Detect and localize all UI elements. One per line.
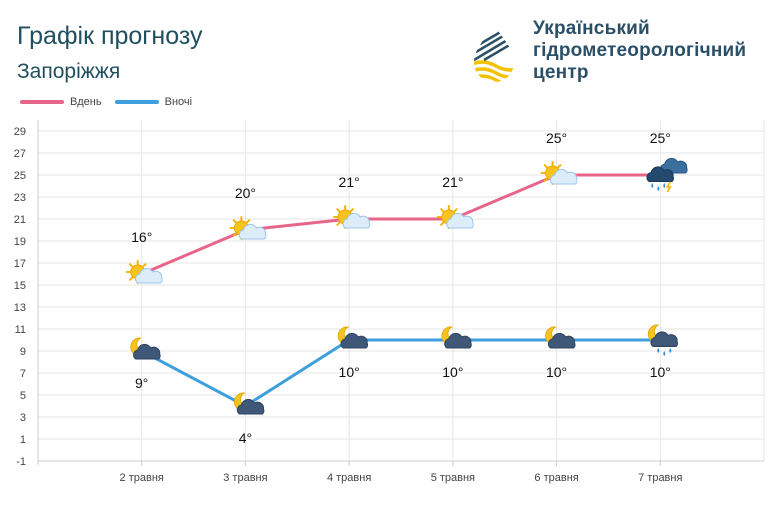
y-tick-label: 21	[14, 214, 26, 226]
y-tick-label: 3	[20, 412, 26, 424]
chart-title: Графік прогнозу	[17, 22, 203, 50]
rain-drop	[663, 183, 666, 188]
sun-ray	[557, 164, 562, 169]
cloud-shape	[446, 212, 474, 229]
data-label: 16°	[131, 229, 152, 245]
rain-drop	[663, 351, 666, 356]
cloud-shape	[238, 223, 267, 240]
sun-ray	[349, 208, 354, 213]
org-line-1: Український	[533, 18, 650, 39]
sun-ray	[336, 208, 341, 213]
y-tick-label: 1	[20, 434, 26, 446]
x-tick-label: 7 травня	[638, 472, 682, 484]
data-label: 25°	[546, 130, 567, 146]
sun-cloud-icon	[436, 205, 474, 229]
cloud-shape	[646, 166, 675, 182]
data-label: 10°	[546, 364, 567, 380]
y-tick-label: -1	[16, 456, 26, 468]
moon-cloud-icon	[545, 326, 576, 349]
y-tick-label: 13	[14, 302, 26, 314]
cloud-shape	[135, 267, 163, 284]
x-tick-label: 3 травня	[223, 472, 267, 484]
hydromet-logo	[474, 28, 514, 82]
rain-drop	[669, 348, 672, 353]
cloud-shape	[342, 212, 371, 229]
data-label: 21°	[339, 174, 360, 190]
y-tick-label: 27	[14, 148, 26, 160]
moon-cloud-icon	[130, 337, 161, 360]
sun-cloud-icon	[125, 260, 163, 284]
y-tick-label: 5	[20, 390, 26, 402]
sun-ray	[336, 221, 341, 226]
y-tick-label: 9	[20, 346, 26, 358]
cloud-shape	[133, 343, 161, 360]
x-tick-label: 2 травня	[120, 472, 164, 484]
rain-drop	[657, 348, 660, 353]
data-label: 21°	[442, 174, 463, 190]
moon-cloud-icon	[234, 392, 265, 415]
org-line-3: центр	[533, 62, 589, 83]
sun-ray	[142, 263, 147, 268]
legend-swatch-night	[114, 100, 159, 104]
data-label: 10°	[650, 364, 671, 380]
cloud-shape	[340, 332, 369, 349]
legend-swatch-day	[20, 100, 64, 104]
sun-ray	[128, 263, 134, 268]
sun-ray	[440, 208, 445, 213]
sun-ray	[128, 276, 134, 281]
sun-cloud-icon	[229, 216, 267, 240]
x-tick-label: 6 травня	[534, 472, 578, 484]
data-label: 10°	[339, 364, 360, 380]
data-label: 9°	[135, 375, 148, 391]
organization-name: Український гідрометеорологічний центр	[533, 18, 778, 84]
org-line-2: гідрометеорологічний	[533, 40, 747, 61]
rain-drop	[651, 183, 654, 188]
y-tick-label: 15	[14, 280, 26, 292]
moon-cloud-icon	[441, 326, 472, 349]
rain-drop	[657, 186, 660, 191]
legend-item-night[interactable]: Вночі	[114, 96, 193, 108]
y-tick-label: 25	[14, 170, 26, 182]
legend-label-day: Вдень	[70, 96, 102, 108]
lightning-bolt	[665, 181, 672, 193]
data-label: 25°	[650, 130, 671, 146]
sun-ray	[543, 177, 548, 182]
moon-cloud-rain-icon	[647, 324, 679, 356]
data-label: 10°	[442, 364, 463, 380]
legend-label-night: Вночі	[164, 96, 193, 108]
sun-cloud-icon	[540, 161, 578, 185]
moon-cloud-icon	[337, 326, 369, 349]
sun-cloud-icon	[333, 205, 371, 229]
cloud-shape	[549, 168, 578, 185]
y-tick-label: 17	[14, 258, 26, 270]
sun-ray	[232, 219, 237, 224]
thunderstorm-rain-icon	[646, 157, 688, 193]
cloud-shape	[650, 331, 679, 347]
sun-ray	[232, 232, 237, 237]
sun-ray	[543, 164, 548, 169]
series-line-day	[141, 173, 661, 276]
city-name: Запоріжжя	[17, 60, 121, 83]
y-tick-label: 19	[14, 236, 26, 248]
cloud-shape	[444, 332, 472, 349]
sun-ray	[440, 221, 445, 226]
sun-ray	[453, 208, 458, 213]
y-tick-label: 29	[14, 126, 26, 138]
data-label: 20°	[235, 185, 256, 201]
x-tick-label: 4 травня	[327, 472, 371, 484]
data-label: 4°	[239, 430, 252, 446]
sun-ray	[246, 219, 251, 224]
y-tick-label: 11	[15, 324, 26, 336]
chart-legend: Вдень Вночі	[20, 95, 202, 108]
y-tick-label: 23	[14, 192, 26, 204]
cloud-shape	[547, 332, 576, 349]
legend-item-day[interactable]: Вдень	[20, 96, 102, 108]
cloud-shape	[236, 398, 265, 415]
x-tick-label: 5 травня	[431, 472, 475, 484]
y-tick-label: 7	[20, 368, 26, 380]
